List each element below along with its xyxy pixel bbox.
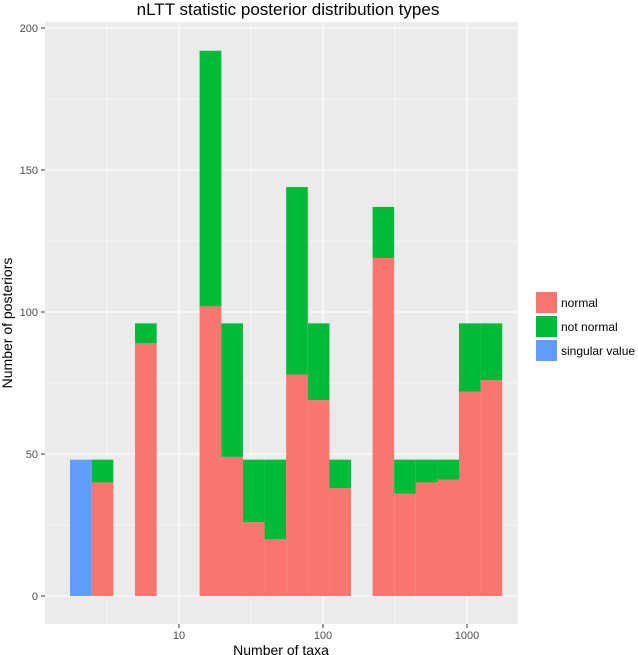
- bar-normal: [480, 380, 503, 596]
- bar-normal: [329, 488, 352, 596]
- x-tick-label: 1000: [455, 630, 479, 642]
- bar-not-normal: [415, 459, 438, 483]
- x-tick-label: 100: [314, 630, 332, 642]
- bar-not-normal: [286, 187, 308, 375]
- y-tick-label: 150: [20, 165, 38, 177]
- legend-label-not-normal: not normal: [561, 320, 618, 334]
- y-tick-label: 50: [26, 449, 38, 461]
- y-axis-ticks: 0 50 100 150 200: [20, 23, 45, 603]
- bar-normal: [242, 522, 265, 596]
- bar-not-normal: [394, 459, 416, 494]
- bar-normal: [307, 400, 330, 596]
- legend-key-normal: [536, 292, 557, 313]
- y-axis-title: Number of posteriors: [0, 258, 15, 389]
- bar-normal: [459, 391, 481, 596]
- x-axis-ticks: 10 100 1000: [173, 624, 479, 642]
- x-axis-title: Number of taxa: [233, 642, 329, 655]
- bar-not-normal: [329, 459, 352, 489]
- bar-normal: [394, 493, 416, 596]
- bar-not-normal: [91, 459, 114, 483]
- bar-not-normal: [199, 50, 222, 307]
- bar-normal: [91, 482, 114, 596]
- bar-not-normal: [437, 459, 460, 480]
- bar-normal: [372, 258, 395, 596]
- y-tick-label: 200: [20, 23, 38, 35]
- legend-label-singular-value: singular value: [561, 344, 635, 358]
- bar-not-normal: [459, 323, 481, 392]
- bar-singular-value: [69, 459, 92, 596]
- bar-not-normal: [480, 323, 503, 381]
- bar-normal: [415, 482, 438, 596]
- bar-normal: [199, 306, 222, 596]
- chart-title: nLTT statistic posterior distribution ty…: [137, 0, 440, 19]
- bar-normal: [437, 479, 460, 596]
- legend-key-not-normal: [536, 316, 557, 337]
- legend-key-singular-value: [536, 340, 557, 361]
- y-tick-label: 0: [32, 591, 38, 603]
- legend-label-normal: normal: [561, 296, 598, 310]
- bar-not-normal: [307, 323, 330, 401]
- bar-not-normal: [242, 459, 265, 523]
- bar-not-normal: [221, 323, 243, 457]
- bar-not-normal: [264, 459, 287, 540]
- y-tick-label: 100: [20, 307, 38, 319]
- bar-normal: [264, 539, 287, 596]
- bar-not-normal: [372, 206, 395, 259]
- x-tick-label: 10: [173, 630, 185, 642]
- bar-normal: [286, 374, 308, 596]
- bar-normal: [221, 456, 243, 596]
- bar-normal: [135, 343, 157, 596]
- bars: [69, 50, 503, 596]
- bar-not-normal: [135, 323, 157, 344]
- legend: normal not normal singular value: [536, 292, 635, 361]
